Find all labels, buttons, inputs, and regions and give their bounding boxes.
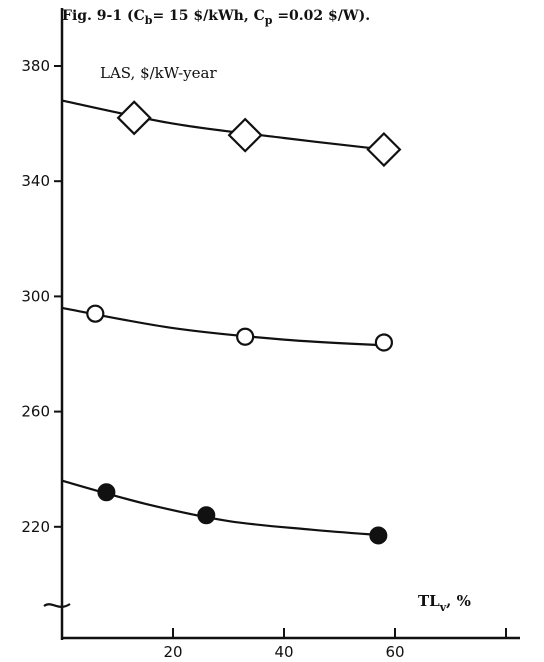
data-markers	[86, 100, 402, 545]
series-curve-diamond	[61, 99, 385, 151]
x-axis-label: TLv, %	[418, 592, 471, 614]
y-axis-label: LAS, $/kW-year	[100, 64, 217, 82]
y-tick-label: 340	[21, 172, 50, 190]
y-ticks: 220 260 300 340 380	[21, 57, 62, 536]
data-point-filled-circle	[197, 506, 216, 525]
x-tick-label: 40	[274, 643, 293, 661]
x-tick-label: 20	[163, 643, 182, 661]
y-tick-label: 260	[21, 403, 50, 421]
x-tick-label: 60	[385, 643, 404, 661]
data-point-diamond	[116, 100, 152, 136]
chart-title: Fig. 9-1 (Cb= 15 $/kWh, Cp =0.02 $/W).	[62, 8, 370, 27]
series-curve-filled-circle	[61, 479, 384, 537]
data-point-filled-circle	[369, 526, 388, 545]
data-point-filled-circle	[97, 483, 116, 502]
data-point-open-circle	[86, 304, 105, 323]
y-tick-label: 300	[21, 287, 50, 305]
y-tick-label: 380	[21, 57, 50, 75]
series-curve-open-circle	[61, 306, 384, 347]
axis-break-mark	[43, 603, 71, 608]
fitted-curves	[61, 99, 385, 537]
data-point-diamond	[366, 131, 402, 168]
data-point-open-circle	[374, 333, 393, 352]
data-point-open-circle	[236, 327, 255, 346]
data-point-diamond	[227, 117, 263, 153]
x-ticks: 20 40 60	[163, 628, 507, 661]
y-tick-label: 220	[21, 518, 50, 536]
